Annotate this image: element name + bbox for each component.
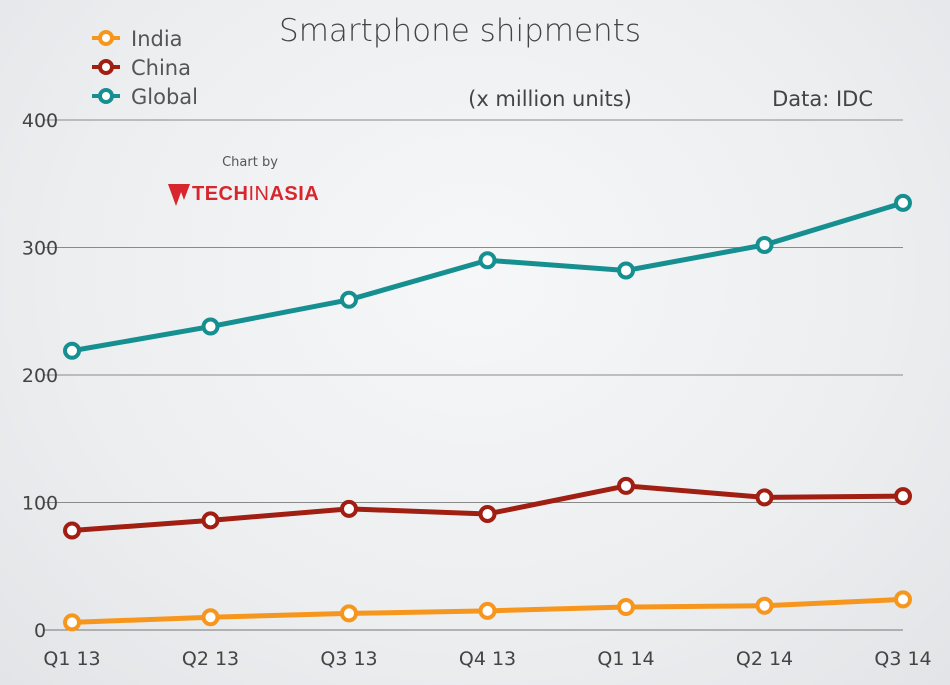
data-point [478,251,497,270]
legend: India China Global [92,27,198,109]
data-point [340,290,358,309]
legend-label: Global [131,85,198,109]
y-tick-label: 200 [22,365,58,387]
data-point [755,235,774,254]
data-point [340,604,358,623]
data-point [617,598,635,617]
data-point [755,488,774,507]
data-point [63,613,81,632]
legend-swatch-marker [98,30,114,46]
data-point [478,601,497,620]
grid [44,119,903,631]
x-tick-label: Q2 14 [736,648,793,670]
data-point [201,317,220,336]
y-tick-label: 400 [22,110,58,132]
chart-subtitle: (x million units) [468,87,632,111]
chart-title: Smartphone shipments [279,13,641,49]
credit-block: Chart by TECHINASIA [168,155,319,206]
y-tick-label: 100 [22,493,58,515]
x-tick-label: Q1 14 [597,648,654,670]
y-tick-label: 300 [22,238,58,260]
data-point [894,590,912,609]
x-tick-label: Q3 13 [320,648,377,670]
data-point [617,261,635,280]
svg-text:TECHINASIA: TECHINASIA [192,183,319,205]
brand-tech: TECH [192,183,248,205]
x-axis-ticks: Q1 13 Q2 13 Q3 13 Q4 13 Q1 14 Q2 14 Q3 14 [43,648,931,670]
data-point [201,608,220,627]
data-point [755,596,774,615]
series-india [63,590,912,632]
data-point [201,511,220,530]
legend-label: India [131,27,183,51]
y-tick-label: 0 [34,620,46,642]
series-line [71,200,904,354]
series-layer [63,193,912,632]
data-point [478,504,497,523]
data-point [894,487,912,506]
x-tick-label: Q3 14 [874,648,931,670]
credit-label: Chart by [222,155,278,170]
legend-item: China [92,56,191,80]
y-axis-ticks: 0 100 200 300 400 [22,110,58,642]
legend-swatch-marker [98,59,114,75]
x-tick-label: Q4 13 [459,648,516,670]
techinasia-logo: TECHINASIA [168,183,319,206]
series-china [63,476,912,540]
techinasia-logo-mark [168,184,190,206]
legend-swatch-marker [98,88,114,104]
data-point [894,193,912,212]
data-point [63,341,81,360]
data-point [63,521,81,540]
data-point [340,499,358,518]
legend-label: China [131,56,191,80]
series-global [63,193,912,360]
x-tick-label: Q2 13 [182,648,239,670]
legend-item: India [92,27,183,51]
legend-item: Global [92,85,198,109]
x-tick-label: Q1 13 [43,648,100,670]
brand-asia: ASIA [269,183,319,205]
data-point [617,476,635,495]
brand-in: IN [248,183,269,205]
data-source: Data: IDC [772,87,873,111]
